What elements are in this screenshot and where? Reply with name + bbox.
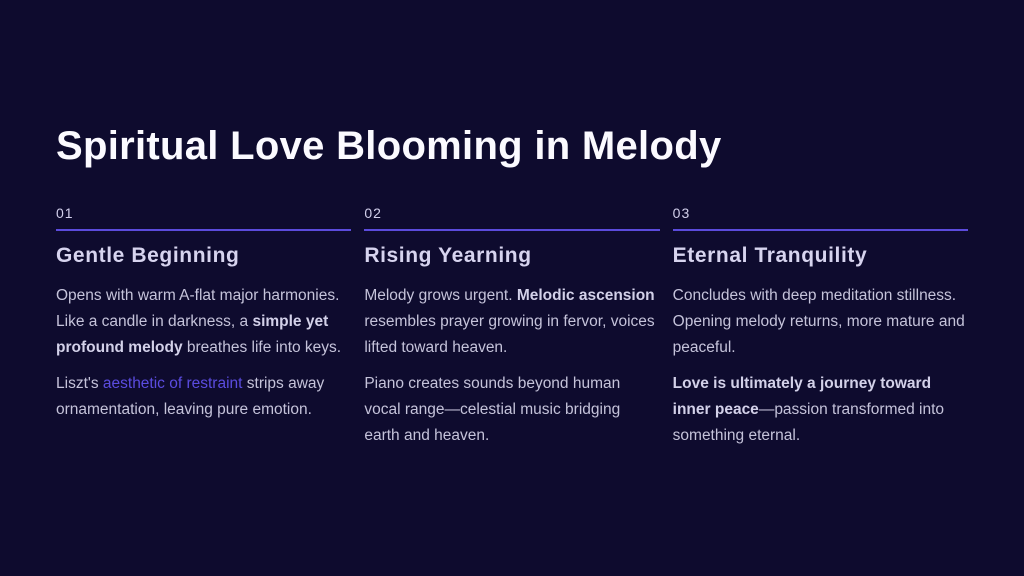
bold-text-segment: Love is ultimately a journey toward inne… xyxy=(672,375,932,418)
text-segment: strips away ornamentation, leaving pure … xyxy=(56,375,325,418)
accent-text-segment: aesthetic of restraint xyxy=(102,375,243,392)
section-divider xyxy=(56,229,352,231)
section-heading: Eternal Tranquility xyxy=(672,244,868,267)
text-segment: resembles prayer growing in fervor, voic… xyxy=(364,313,655,356)
section-heading: Gentle Beginning xyxy=(56,244,240,267)
text-segment: Opens with warm A-flat major harmonies. … xyxy=(56,287,340,330)
section-heading: Rising Yearning xyxy=(364,244,532,267)
text-segment: Piano creates sounds beyond human vocal … xyxy=(364,375,621,444)
text-segment: Melody grows urgent. xyxy=(364,287,517,304)
text-segment: Liszt's xyxy=(56,375,103,392)
text-segment: —passion transformed into something eter… xyxy=(672,401,945,444)
section-number: 02 xyxy=(364,205,382,221)
paragraph: Concludes with deep meditation stillness… xyxy=(673,283,968,361)
paragraph: Piano creates sounds beyond human vocal … xyxy=(364,371,659,449)
section-eternal-tranquility: 03 Eternal Tranquility Concludes with de… xyxy=(672,205,968,449)
section-divider xyxy=(672,229,968,231)
bold-text-segment: simple yet profound melody xyxy=(56,313,329,356)
paragraph: Liszt's aesthetic of restraint strips aw… xyxy=(56,371,351,423)
text-segment: Concludes with deep meditation stillness… xyxy=(672,287,965,356)
text-segment: breathes life into keys. xyxy=(182,339,342,356)
section-number: 03 xyxy=(672,205,691,221)
paragraph: Opens with warm A-flat major harmonies. … xyxy=(56,283,351,361)
paragraph: Melody grows urgent. Melodic ascension r… xyxy=(364,283,659,361)
page-title: Spiritual Love Blooming in Melody xyxy=(56,124,722,168)
section-rising-yearning: 02 Rising Yearning Melody grows urgent. … xyxy=(364,205,660,449)
section-divider xyxy=(364,229,660,231)
columns-container: 01 Gentle Beginning Opens with warm A-fl… xyxy=(56,206,968,449)
section-gentle-beginning: 01 Gentle Beginning Opens with warm A-fl… xyxy=(56,205,352,449)
bold-text-segment: Melodic ascension xyxy=(516,287,655,304)
paragraph: Love is ultimately a journey toward inne… xyxy=(673,371,968,449)
section-number: 01 xyxy=(56,205,74,221)
